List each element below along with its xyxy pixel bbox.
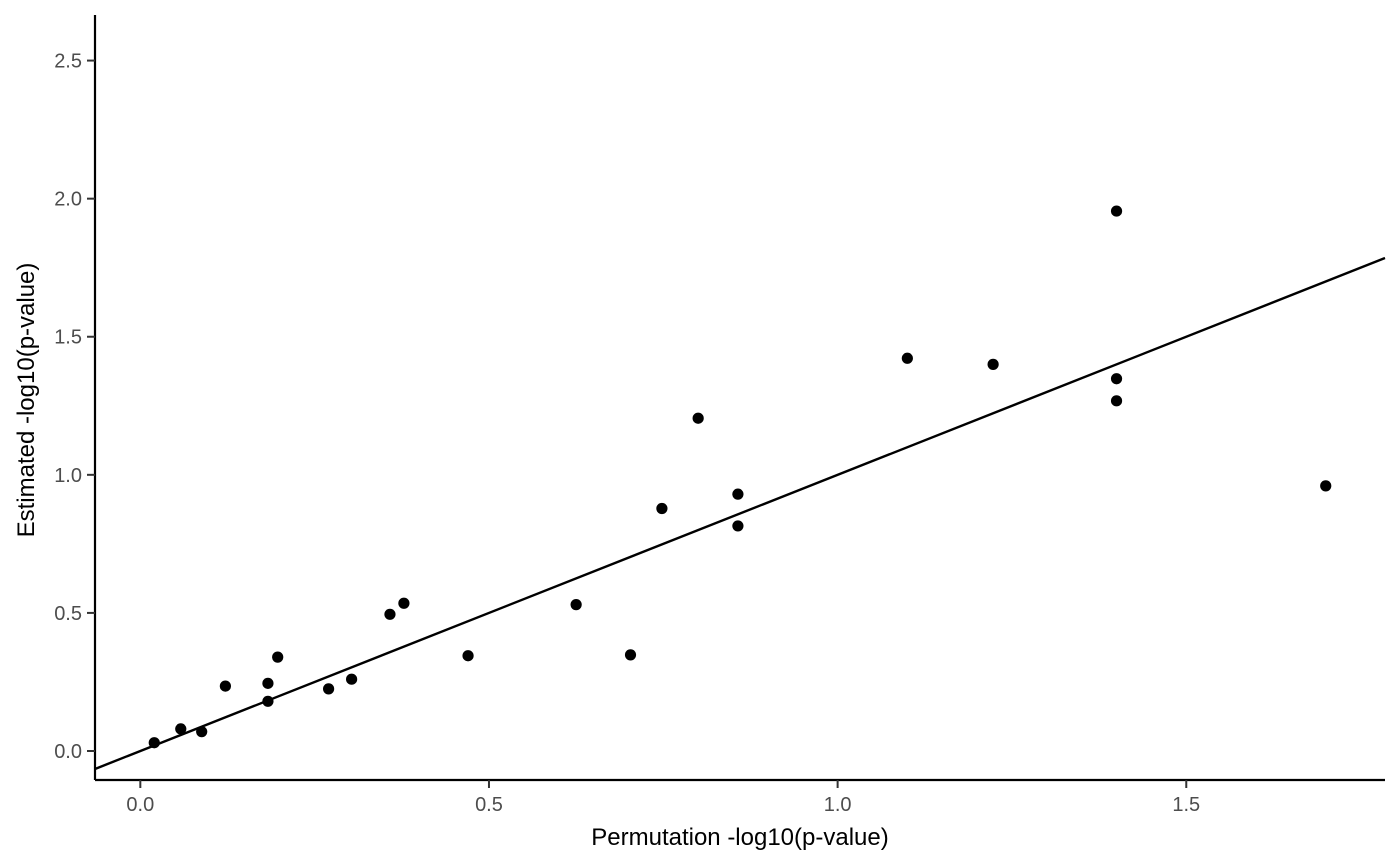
x-tick-label: 0.5 [475, 794, 503, 816]
y-ticks: 0.0 0.5 1.0 1.5 2.0 2.5 [54, 51, 95, 763]
x-tick-label: 1.0 [824, 794, 852, 816]
data-point [398, 597, 410, 609]
data-point [384, 608, 396, 620]
y-tick-label: 0.5 [54, 603, 82, 625]
data-point [987, 358, 999, 370]
data-point [262, 677, 274, 689]
data-point [732, 488, 744, 500]
data-point [1320, 480, 1332, 492]
y-axis-title: Estimated -log10(p-value) [13, 263, 40, 538]
y-tick-label: 2.5 [54, 51, 82, 73]
data-point [219, 680, 231, 692]
data-point [732, 520, 744, 532]
data-point [272, 651, 284, 663]
reference-line-layer [94, 256, 1386, 771]
data-point [901, 352, 913, 364]
data-point [1110, 395, 1123, 407]
y-tick-label: 0.0 [54, 741, 82, 763]
x-tick-label: 0.0 [126, 794, 154, 816]
data-point [322, 683, 335, 695]
axes-layer [93, 15, 1385, 782]
data-point [175, 723, 187, 735]
data-point [692, 412, 704, 424]
data-point [262, 695, 274, 707]
x-ticks: 0.0 0.5 1.0 1.5 [126, 780, 1200, 816]
data-point [148, 737, 160, 749]
data-point [1110, 373, 1123, 385]
data-point [346, 673, 358, 685]
reference-line [94, 256, 1386, 771]
y-tick-label: 2.0 [54, 189, 82, 211]
y-tick-label: 1.0 [54, 465, 82, 487]
x-axis-title: Permutation -log10(p-value) [591, 824, 888, 851]
data-points-layer [148, 205, 1332, 749]
data-point [1110, 205, 1123, 217]
data-point [624, 649, 637, 661]
y-tick-label: 1.5 [54, 327, 82, 349]
data-point [570, 599, 582, 611]
x-tick-label: 1.5 [1172, 794, 1200, 816]
data-point [656, 502, 668, 515]
data-point [462, 650, 474, 662]
data-point [196, 726, 208, 738]
